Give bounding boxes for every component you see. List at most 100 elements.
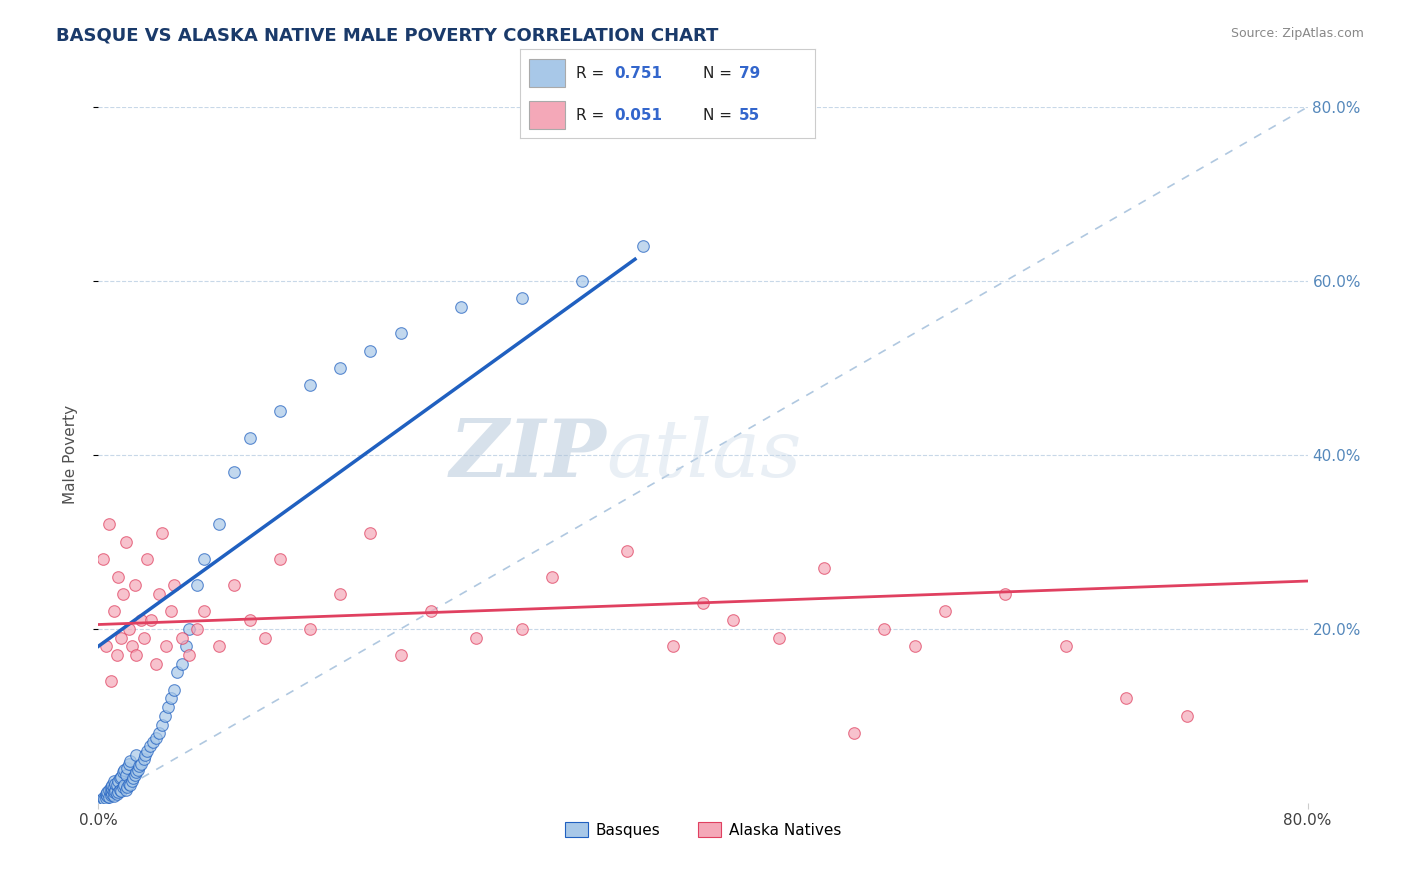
Point <box>91 552 114 566</box>
Point <box>616 543 638 558</box>
Point <box>253 631 276 645</box>
Point <box>101 787 124 801</box>
Point <box>299 378 322 392</box>
Point <box>111 765 134 780</box>
Point <box>114 768 136 782</box>
Point <box>129 756 152 771</box>
Point <box>98 782 121 797</box>
Point <box>170 657 193 671</box>
Point <box>186 578 208 592</box>
Point <box>1054 639 1077 653</box>
Point <box>115 761 138 775</box>
Text: Source: ZipAtlas.com: Source: ZipAtlas.com <box>1230 27 1364 40</box>
Point <box>186 622 208 636</box>
FancyBboxPatch shape <box>529 59 565 87</box>
Text: 79: 79 <box>738 66 761 80</box>
Point <box>145 657 167 671</box>
Point <box>108 772 131 786</box>
Point <box>103 774 125 789</box>
Point <box>170 631 193 645</box>
Point <box>768 631 790 645</box>
Point <box>224 578 246 592</box>
Point <box>360 343 382 358</box>
Point <box>160 605 183 619</box>
FancyBboxPatch shape <box>529 101 565 129</box>
Text: R =: R = <box>576 108 605 122</box>
Point <box>112 763 135 777</box>
Point <box>179 648 201 662</box>
Point <box>904 639 927 653</box>
Point <box>93 792 115 806</box>
Point <box>104 777 127 791</box>
Point <box>111 587 134 601</box>
Point <box>124 578 146 592</box>
Point <box>125 765 148 780</box>
Point <box>100 784 122 798</box>
Point <box>631 239 654 253</box>
Text: 0.751: 0.751 <box>614 66 662 80</box>
Point <box>105 787 128 801</box>
Point <box>98 789 121 804</box>
Point <box>111 780 134 794</box>
Point <box>163 682 186 697</box>
Point <box>692 596 714 610</box>
Point <box>104 783 127 797</box>
Point <box>103 785 125 799</box>
Point <box>450 300 472 314</box>
Point <box>139 739 162 754</box>
Point <box>90 793 112 807</box>
Point <box>193 605 215 619</box>
Point <box>103 605 125 619</box>
Point <box>118 777 141 791</box>
Point <box>110 631 132 645</box>
Point <box>150 717 173 731</box>
Point <box>121 774 143 789</box>
Point <box>148 726 170 740</box>
Point <box>389 648 412 662</box>
Legend: Basques, Alaska Natives: Basques, Alaska Natives <box>558 815 848 844</box>
Text: atlas: atlas <box>606 417 801 493</box>
Point <box>107 785 129 799</box>
Point <box>389 326 412 340</box>
Point <box>114 534 136 549</box>
Point <box>108 782 131 797</box>
Point <box>101 781 124 796</box>
Point <box>145 731 167 745</box>
Point <box>148 587 170 601</box>
Text: 0.051: 0.051 <box>614 108 662 122</box>
Point <box>299 622 322 636</box>
Point <box>540 570 562 584</box>
Point <box>269 552 291 566</box>
Point <box>105 778 128 793</box>
Point <box>135 744 157 758</box>
Point <box>208 639 231 653</box>
Point <box>813 561 835 575</box>
Point <box>571 274 593 288</box>
Point <box>239 430 262 444</box>
Point <box>121 639 143 653</box>
Point <box>132 752 155 766</box>
Point <box>118 756 141 771</box>
Text: 55: 55 <box>738 108 761 122</box>
Point <box>179 622 201 636</box>
Point <box>420 605 443 619</box>
Point <box>100 780 122 794</box>
Point <box>103 789 125 803</box>
Text: ZIP: ZIP <box>450 417 606 493</box>
Point <box>122 772 145 786</box>
Point <box>129 613 152 627</box>
Point <box>193 552 215 566</box>
Point <box>107 570 129 584</box>
Point <box>100 674 122 689</box>
Text: N =: N = <box>703 108 733 122</box>
Point <box>994 587 1017 601</box>
Point <box>510 622 533 636</box>
Point <box>94 639 117 653</box>
Y-axis label: Male Poverty: Male Poverty <box>63 405 77 505</box>
Point <box>94 790 117 805</box>
Point <box>135 552 157 566</box>
Point <box>329 360 352 375</box>
Point <box>141 613 163 627</box>
Point <box>115 780 138 794</box>
Point <box>661 639 683 653</box>
